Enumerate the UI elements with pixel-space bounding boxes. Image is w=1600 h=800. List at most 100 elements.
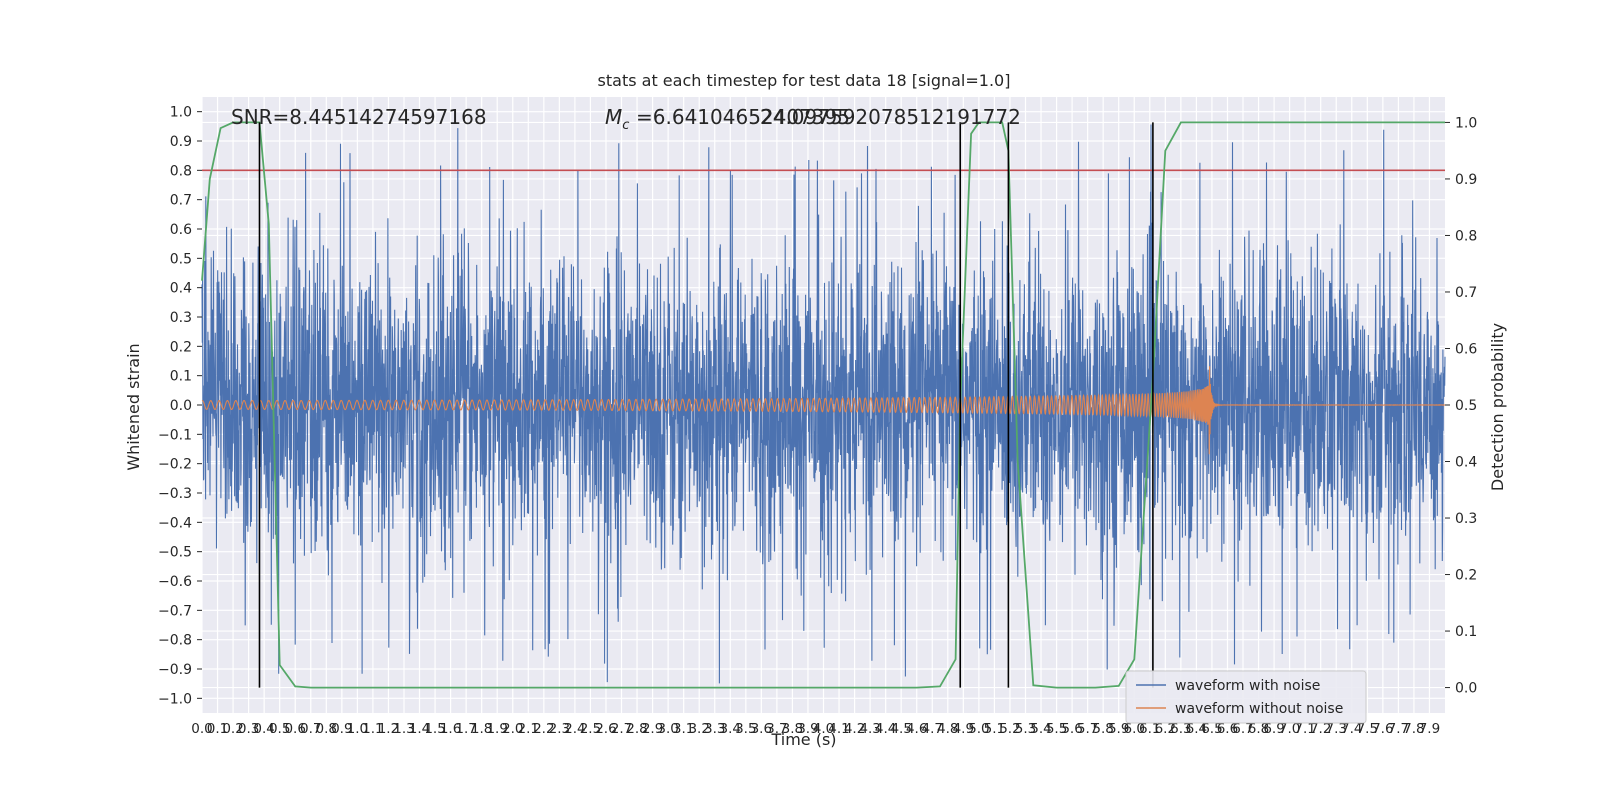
y2-axis-label: Detection probability	[1488, 323, 1507, 491]
x-tick-label: 2.4	[564, 721, 585, 737]
y-axis-right-ticks: 1.0 0.9 0.8 0.7 0.6 0.5 0.4 0.3 0.2 0.1 0.0	[1445, 115, 1477, 697]
x-tick-label: 5.0	[968, 721, 989, 737]
x-tick-label: 4.6	[906, 721, 927, 737]
x-tick-label: 3.9	[797, 721, 818, 737]
x-tick-label: 3.7	[766, 721, 787, 737]
x-tick-label: 7.0	[1279, 721, 1300, 737]
x-tick-label: 2.8	[626, 721, 647, 737]
x-tick-label: 4.2	[844, 721, 865, 737]
x-tick-label: 6.3	[1170, 721, 1191, 737]
x-tick-label: 7.4	[1341, 721, 1362, 737]
y-tick-label: 0.8	[170, 163, 192, 179]
y2-tick-label: 0.5	[1455, 398, 1477, 414]
x-tick-label: 5.9	[1108, 721, 1129, 737]
x-tick-label: 3.2	[688, 721, 709, 737]
series-detection-probability	[201, 121, 1445, 689]
y2-tick-label: 0.7	[1455, 285, 1477, 301]
y-tick-label: −0.6	[158, 574, 192, 590]
y-tick-label: 0.4	[170, 281, 192, 297]
x-tick-label: 2.7	[611, 721, 632, 737]
y-tick-label: 0.9	[170, 134, 192, 150]
y2-tick-label: 0.8	[1455, 228, 1477, 244]
y-tick-label: −0.4	[158, 515, 192, 531]
x-tick-label: 0.6	[284, 721, 305, 737]
x-tick-label: 6.7	[1232, 721, 1253, 737]
x-tick-label: 5.6	[1061, 721, 1082, 737]
chart-title: stats at each timestep for test data 18 …	[598, 71, 1011, 90]
x-tick-label: 4.3	[859, 721, 880, 737]
x-tick-label: 2.1	[518, 721, 539, 737]
x-tick-label: 0.2	[222, 721, 243, 737]
series-waveform-with-noise	[201, 124, 1446, 684]
x-tick-label: 1.6	[440, 721, 461, 737]
y2-tick-label: 0.6	[1455, 341, 1477, 357]
x-tick-label: 1.0	[347, 721, 368, 737]
x-tick-label: 2.5	[580, 721, 601, 737]
mc-annotation: =6.64104652407395	[636, 105, 850, 129]
y-axis-left-ticks: 1.0 0.9 0.8 0.7 0.6 0.5 0.4 0.3 0.2 0.1 0.0 −0.1 −0.…	[158, 105, 202, 707]
x-tick-label: 0.0	[191, 721, 212, 737]
x-tick-label: 7.6	[1372, 721, 1393, 737]
x-tick-label: 2.6	[595, 721, 616, 737]
y-tick-label: 0.0	[170, 398, 192, 414]
x-tick-label: 0.7	[300, 721, 321, 737]
x-tick-label: 7.5	[1357, 721, 1378, 737]
y2-tick-label: 0.2	[1455, 568, 1477, 584]
legend-label-noise: waveform with noise	[1175, 678, 1320, 694]
x-tick-label: 6.9	[1263, 721, 1284, 737]
snr-annotation: SNR=8.44514274597168	[231, 105, 487, 129]
x-axis-label: Time (s)	[770, 730, 836, 749]
x-tick-label: 4.7	[922, 721, 943, 737]
y-tick-label: −0.7	[158, 603, 192, 619]
x-tick-label: 4.1	[828, 721, 849, 737]
y-tick-label: 0.1	[170, 369, 192, 385]
x-tick-label: 4.0	[813, 721, 834, 737]
legend-label-clean: waveform without noise	[1175, 701, 1343, 717]
x-tick-label: 1.2	[378, 721, 399, 737]
x-tick-label: 2.2	[533, 721, 554, 737]
y-tick-label: −0.8	[158, 633, 192, 649]
legend-box	[1125, 670, 1367, 724]
x-tick-label: 1.7	[455, 721, 476, 737]
x-tick-label: 1.9	[486, 721, 507, 737]
y2-tick-label: 0.3	[1455, 511, 1477, 527]
x-tick-label: 6.1	[1139, 721, 1160, 737]
x-tick-label: 1.1	[362, 721, 383, 737]
x-tick-label: 3.8	[782, 721, 803, 737]
y2-tick-label: 0.9	[1455, 172, 1477, 188]
x-tick-label: 3.5	[735, 721, 756, 737]
x-tick-label: 2.0	[502, 721, 523, 737]
x-tick-label: 7.8	[1403, 721, 1424, 737]
x-tick-label: 5.1	[984, 721, 1005, 737]
x-tick-label: 7.7	[1388, 721, 1409, 737]
x-tick-label: 7.9	[1419, 721, 1440, 737]
x-tick-label: 3.6	[751, 721, 772, 737]
y-tick-label: 0.7	[170, 193, 192, 209]
y-tick-label: −0.3	[158, 486, 192, 502]
y-tick-label: −0.1	[158, 427, 192, 443]
x-tick-label: 5.4	[1030, 721, 1051, 737]
y-tick-label: −0.2	[158, 457, 192, 473]
y-tick-label: −1.0	[158, 691, 192, 707]
y2-tick-label: 0.4	[1455, 455, 1477, 471]
detection-markers	[258, 122, 1154, 688]
x-tick-label: 5.8	[1092, 721, 1113, 737]
x-tick-label: 7.3	[1325, 721, 1346, 737]
y-tick-label: 0.3	[170, 310, 192, 326]
x-tick-label: 6.8	[1248, 721, 1269, 737]
x-tick-label: 7.1	[1294, 721, 1315, 737]
y-axis-label: Whitened strain	[124, 343, 143, 470]
x-tick-label: 6.5	[1201, 721, 1222, 737]
x-tick-label: 5.2	[999, 721, 1020, 737]
y-tick-label: 1.0	[170, 105, 192, 121]
mc-overlap-annotation: 24.097592078512191772	[760, 105, 1021, 129]
x-tick-label: 5.3	[1015, 721, 1036, 737]
y-tick-label: −0.9	[158, 662, 192, 678]
y2-tick-label: 0.0	[1455, 681, 1477, 697]
x-tick-label: 0.9	[331, 721, 352, 737]
x-tick-label: 5.5	[1046, 721, 1067, 737]
x-tick-label: 6.0	[1124, 721, 1145, 737]
series-waveform-without-noise	[201, 366, 1446, 455]
y-tick-label: 0.6	[170, 222, 192, 238]
